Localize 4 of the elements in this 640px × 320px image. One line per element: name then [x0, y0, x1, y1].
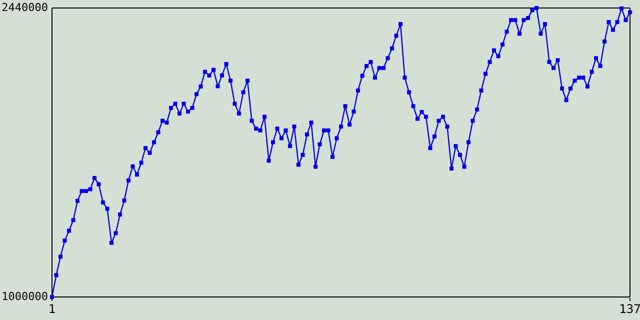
y-tick-label: 1000000: [2, 290, 48, 304]
x-tick-label: 137: [619, 302, 640, 316]
x-tick-label: 1: [48, 302, 56, 316]
y-tick-label: 2440000: [2, 1, 48, 14]
